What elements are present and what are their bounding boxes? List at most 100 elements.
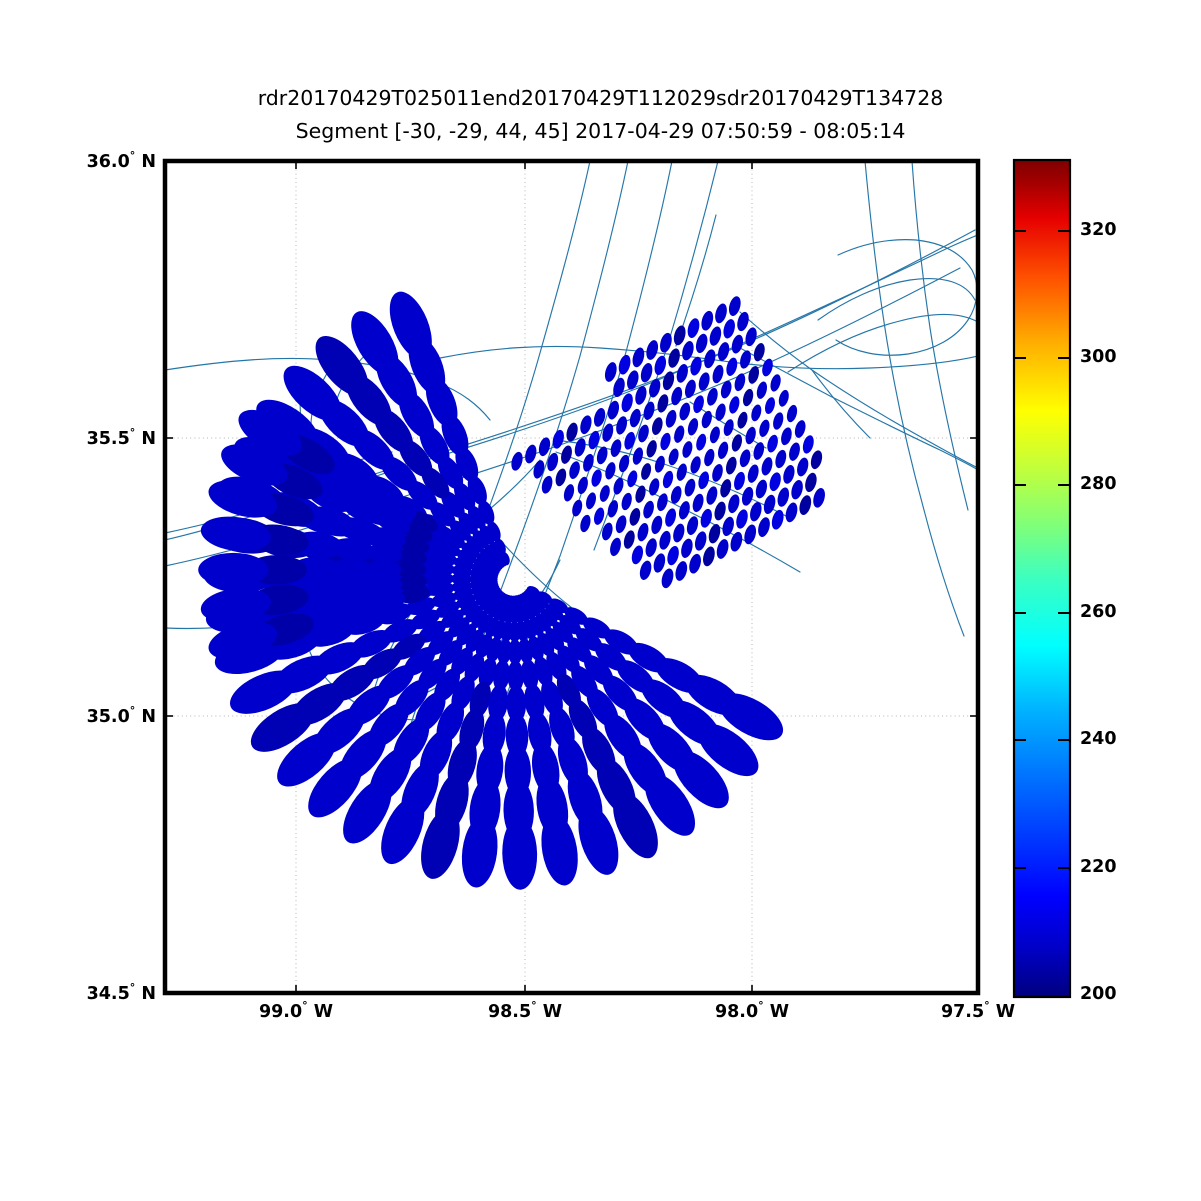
footprint-ellipse (613, 377, 625, 398)
footprint-ellipse (730, 531, 743, 552)
footprint-ellipse (502, 817, 538, 890)
footprint-ellipse (607, 500, 619, 518)
footprint-ellipse (569, 461, 580, 479)
footprint-ellipse (364, 560, 402, 580)
footprint-ellipse (250, 703, 315, 752)
footprint-ellipse (742, 388, 754, 407)
footprint-ellipse (547, 452, 559, 472)
footprint-ellipse (737, 311, 749, 332)
footprint-ellipse (618, 354, 631, 375)
colorbar-tick-label-260: 260 (1080, 602, 1117, 622)
footprint-ellipse (575, 628, 603, 652)
footprint-ellipse (701, 410, 712, 429)
footprint-ellipse (465, 629, 484, 653)
footprint-ellipse (456, 623, 477, 646)
colorbar-tick-label-320: 320 (1080, 220, 1117, 240)
footprint-ellipse (771, 509, 784, 530)
footprint-ellipse (686, 516, 699, 535)
footprint-ellipse (552, 429, 564, 449)
footprint-ellipse (521, 659, 539, 691)
footprint-ellipse (657, 493, 668, 512)
footprint-ellipse (741, 486, 754, 506)
footprint-ellipse (678, 501, 690, 520)
footprint-ellipse (689, 553, 701, 574)
footprint-ellipse (421, 808, 460, 879)
footprint-ellipse (725, 456, 737, 475)
footprint-ellipse (441, 491, 465, 518)
footprint-ellipse (561, 445, 572, 464)
footprint-ellipse (615, 515, 627, 534)
footprint-ellipse (659, 530, 671, 550)
footprint-ellipse (708, 524, 721, 544)
footprint-ellipse (315, 335, 369, 397)
footprint-ellipse (759, 419, 770, 437)
footprint-ellipse (657, 394, 669, 413)
footprint-ellipse (709, 426, 720, 444)
footprint-ellipse (621, 492, 632, 511)
footprint-ellipse (586, 492, 596, 510)
footprint-ellipse (548, 598, 569, 614)
footprint-ellipse (744, 524, 757, 545)
footprint-ellipse (610, 537, 621, 557)
footprint-ellipse (750, 502, 762, 522)
footprint-ellipse (716, 539, 729, 559)
footprint-ellipse (694, 531, 707, 551)
footprint-ellipse (637, 523, 649, 542)
footprint-ellipse (644, 773, 696, 836)
footprint-ellipse (654, 455, 665, 473)
footprint-ellipse (629, 408, 641, 428)
footprint-ellipse (536, 591, 553, 604)
footprint-ellipse (308, 758, 362, 818)
footprint-ellipse (747, 464, 759, 483)
footprint-ellipse (369, 591, 406, 613)
footprint-ellipse (740, 350, 751, 369)
footprint-ellipse (662, 371, 675, 391)
footprint-ellipse (577, 476, 588, 495)
footprint-ellipse (751, 404, 762, 422)
footprint-ellipse (761, 457, 773, 476)
footprint-ellipse (632, 347, 645, 368)
footprint-ellipse (465, 605, 483, 623)
footprint-ellipse (781, 427, 792, 446)
footprint-ellipse (572, 499, 583, 517)
footprint-ellipse (717, 342, 730, 361)
footprint-ellipse (665, 409, 677, 428)
footprint-ellipse (714, 501, 726, 521)
radar-footprints (198, 291, 825, 890)
footprint-ellipse (438, 640, 463, 666)
footprint-ellipse (799, 495, 812, 515)
colorbar-tick-label-220: 220 (1080, 857, 1117, 877)
footprint-ellipse (427, 631, 454, 656)
footprint-ellipse (783, 465, 795, 484)
footprint-ellipse (661, 568, 674, 589)
footprint-ellipse (765, 397, 775, 414)
footprint-ellipse (524, 683, 545, 722)
y-tick-label-34p5: 34.5° N (86, 981, 156, 1004)
footprint-ellipse (635, 485, 646, 503)
footprint-ellipse (574, 438, 586, 457)
footprint-ellipse (643, 401, 655, 420)
footprint-ellipse (567, 637, 592, 663)
footprint-ellipse (682, 341, 694, 361)
footprint-ellipse (389, 291, 432, 360)
footprint-ellipse (488, 684, 509, 722)
footprint-ellipse (797, 457, 809, 477)
footprint-ellipse (704, 349, 716, 369)
footprint-ellipse (712, 364, 724, 384)
footprint-ellipse (623, 530, 635, 549)
footprint-ellipse (538, 437, 551, 457)
footprint-ellipse (451, 647, 473, 676)
footprint-ellipse (697, 723, 759, 777)
footprint-ellipse (673, 750, 729, 809)
footprint-ellipse (493, 659, 510, 692)
footprint-ellipse (399, 586, 430, 604)
footprint-ellipse (238, 409, 302, 456)
footprint-ellipse (698, 471, 710, 490)
footprint-ellipse (762, 358, 773, 377)
footprint-ellipse (651, 515, 663, 535)
footprint-ellipse (665, 508, 677, 527)
footprint-ellipse (580, 415, 592, 435)
footprint-ellipse (789, 442, 800, 461)
footprint-ellipse (646, 440, 657, 458)
footprint-ellipse (654, 355, 667, 376)
